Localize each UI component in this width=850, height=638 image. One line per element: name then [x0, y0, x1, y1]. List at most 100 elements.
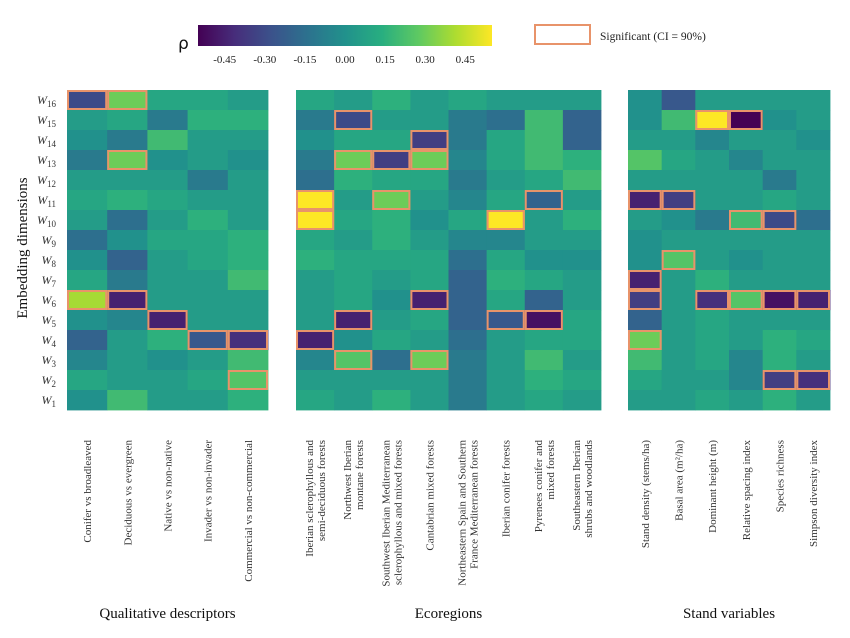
column-label: Simpson diversity index: [808, 440, 820, 547]
heatmap-cell: [796, 190, 831, 211]
heatmap-cell: [67, 390, 108, 411]
heatmap-cell: [334, 230, 373, 251]
significance-legend-swatch: [534, 24, 591, 45]
heatmap-cell: [334, 90, 373, 111]
significance-marker: [334, 310, 373, 330]
heatmap-cell: [486, 170, 526, 191]
heatmap-cell: [448, 210, 488, 231]
heatmap-cell: [762, 230, 797, 251]
heatmap-cell: [107, 90, 148, 111]
heatmap-cell: [187, 230, 229, 251]
heatmap-cell: [410, 110, 449, 131]
significance-marker: [695, 290, 730, 310]
significance-marker: [334, 110, 373, 130]
heatmap-cell: [296, 290, 335, 311]
heatmap-cell: [562, 90, 602, 111]
heatmap-cell: [107, 250, 148, 271]
heatmap-cell: [695, 270, 730, 291]
heatmap-cell: [486, 330, 526, 351]
significance-marker: [296, 210, 335, 230]
heatmap-cell: [796, 330, 831, 351]
heatmap-cell: [562, 370, 602, 391]
colorbar-ticks: -0.45 -0.30 -0.15 0.00 0.15 0.30 0.45: [213, 54, 475, 66]
heatmap-cell: [296, 110, 335, 131]
colorbar-tick-label: 0.00: [335, 54, 355, 66]
heatmap-cell: [661, 110, 696, 131]
significance-marker: [107, 90, 148, 110]
row-label: W7: [42, 273, 57, 289]
heatmap-cell: [729, 310, 764, 331]
heatmap-cell: [486, 230, 526, 251]
colorbar-tick-label: -0.45: [213, 54, 236, 66]
heatmap-cell: [67, 330, 108, 351]
heatmap-cell: [147, 310, 188, 331]
heatmap-cell: [628, 230, 663, 251]
heatmap-cell: [562, 310, 602, 331]
heatmap-cell: [729, 130, 764, 151]
heatmap-cell: [486, 150, 526, 171]
column-label: Iberian sclerophyllous and: [304, 440, 316, 557]
heatmap-cell: [448, 190, 488, 211]
heatmap-cell: [762, 290, 797, 311]
heatmap-cell: [695, 350, 730, 371]
heatmap-cell: [372, 270, 411, 291]
column-label: Northeastern Spain and Southern: [457, 440, 469, 586]
heatmap-cell: [524, 350, 564, 371]
significance-marker: [410, 150, 449, 170]
heatmap-cell: [628, 190, 663, 211]
column-label: semi-deciduous forests: [316, 440, 328, 541]
heatmap-cell: [762, 210, 797, 231]
heatmap-cell: [227, 130, 269, 151]
column-label: Deciduous vs evergreen: [122, 440, 134, 546]
heatmap-cell: [762, 190, 797, 211]
heatmap-cell: [67, 350, 108, 371]
heatmap-cell: [410, 210, 449, 231]
heatmap-cell: [410, 170, 449, 191]
heatmap-cell: [227, 230, 269, 251]
significance-marker: [729, 110, 763, 130]
heatmap-cell: [562, 290, 602, 311]
heatmap-cell: [796, 110, 831, 131]
significance-marker: [372, 150, 411, 170]
heatmap-cell: [296, 330, 335, 351]
heatmap-cell: [661, 130, 696, 151]
heatmap-cell: [628, 290, 663, 311]
significance-marker: [796, 290, 831, 310]
heatmap-cell: [661, 150, 696, 171]
heatmap-cell: [796, 150, 831, 171]
heatmap-cell: [661, 350, 696, 371]
heatmap-cell: [448, 170, 488, 191]
heatmap-cell: [334, 310, 373, 331]
row-label: W6: [42, 293, 57, 309]
heatmap-cell: [187, 110, 229, 131]
heatmap-cell: [296, 390, 335, 411]
significance-marker: [661, 250, 696, 270]
column-label: Southwest Iberian Mediterranean: [380, 440, 392, 587]
heatmap-cell: [372, 370, 411, 391]
heatmap-cell: [227, 190, 269, 211]
heatmap-cell: [448, 330, 488, 351]
significance-marker: [227, 370, 269, 390]
heatmap-cell: [486, 370, 526, 391]
heatmap-cell: [695, 90, 730, 111]
heatmap-cell: [372, 110, 411, 131]
heatmap-cell: [562, 270, 602, 291]
heatmap-cell: [334, 250, 373, 271]
significance-marker: [628, 290, 662, 310]
heatmap-cell: [524, 230, 564, 251]
heatmap-cell: [628, 310, 663, 331]
heatmap-cell: [227, 150, 269, 171]
heatmap-cell: [410, 90, 449, 111]
row-label: W16: [37, 93, 57, 109]
significance-legend-label: Significant (CI = 90%): [600, 31, 706, 43]
heatmap-cell: [762, 250, 797, 271]
significance-marker: [410, 130, 449, 150]
heatmap-cell: [695, 170, 730, 191]
row-label: W11: [37, 193, 56, 209]
significance-marker: [410, 290, 449, 310]
heatmap-cell: [334, 190, 373, 211]
heatmap-cell: [486, 250, 526, 271]
heatmap-cell: [562, 250, 602, 271]
heatmap-cell: [334, 270, 373, 291]
heatmap-cell: [410, 390, 449, 411]
